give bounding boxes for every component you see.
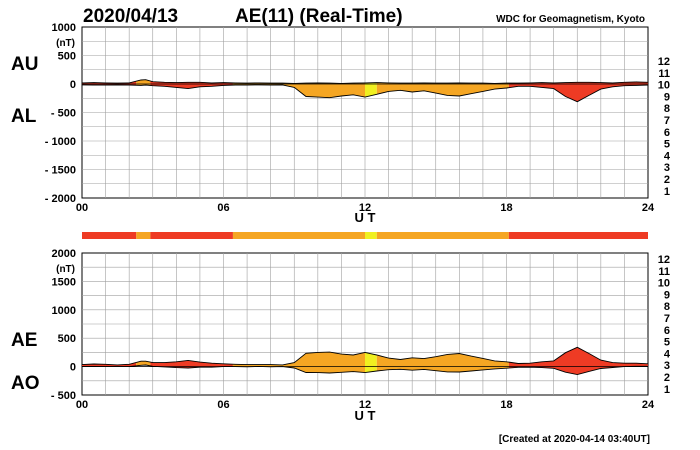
y-tick-label: 1000 <box>52 22 76 34</box>
index-area-segment <box>376 353 509 372</box>
ae-label: AE <box>11 330 37 351</box>
index-area-segment <box>232 352 365 373</box>
series-line-ao <box>82 364 648 376</box>
y-ticks-top: 1000 500 0 - 500 - 1000 - 1500 - 2000 <box>45 22 76 205</box>
index-area-segment <box>365 82 377 98</box>
legend-entry: 2 <box>664 372 670 384</box>
y-tick-label: - 2000 <box>45 193 76 205</box>
series-line-ae <box>81 346 649 366</box>
legend-entry: 5 <box>664 139 670 151</box>
x-ticks-top: 00 06 12 18 24 <box>76 202 655 214</box>
y-tick-label: 0 <box>70 79 76 91</box>
grid-top <box>81 26 649 199</box>
legend-entry: 4 <box>664 348 671 360</box>
index-area-segment <box>508 347 648 375</box>
legend-entry: 7 <box>664 115 670 127</box>
legend-entry: 8 <box>664 103 670 115</box>
al-label: AL <box>11 106 37 127</box>
station-bar-segment <box>82 232 137 239</box>
created-timestamp: [Created at 2020-04-14 03:40UT] <box>499 434 650 445</box>
x-tick-label: 06 <box>217 202 229 214</box>
x-axis-label-bottom: U T <box>355 408 376 423</box>
chart-title: AE(11) (Real-Time) <box>235 6 403 27</box>
source-label: WDC for Geomagnetism, Kyoto <box>496 14 645 25</box>
y-tick-label: - 1000 <box>45 136 76 148</box>
legend-entry: 4 <box>664 150 671 162</box>
unit-label-bottom: (nT) <box>56 264 75 275</box>
y-tick-label: 1500 <box>52 276 76 288</box>
legend-entry: 3 <box>664 162 670 174</box>
x-ticks-bottom: 00 06 12 18 24 <box>76 399 655 411</box>
legend-entry: 2 <box>664 174 670 186</box>
index-area-segment <box>136 361 151 366</box>
legend-entry: 9 <box>664 91 670 103</box>
x-tick-label: 00 <box>76 202 88 214</box>
y-tick-label: - 500 <box>51 108 76 120</box>
legend-entry: 12 <box>658 254 670 266</box>
y-tick-label: 1000 <box>52 305 76 317</box>
au-label: AU <box>11 54 38 75</box>
x-tick-label: 18 <box>500 202 512 214</box>
x-axis-label-top: U T <box>355 210 376 225</box>
y-tick-label: - 1500 <box>45 165 76 177</box>
grid-bottom <box>81 252 649 396</box>
date-title: 2020/04/13 <box>83 6 178 27</box>
x-tick-label: 12 <box>359 399 371 411</box>
legend-entry: 1 <box>664 384 670 396</box>
y-tick-label: 500 <box>58 51 76 63</box>
y-tick-label: 2000 <box>52 248 76 260</box>
series-line-au <box>81 79 649 84</box>
legend-entry: 11 <box>658 266 670 278</box>
legend-entry: 1 <box>664 186 670 198</box>
legend-entry: 11 <box>658 68 670 80</box>
legend-entry: 6 <box>664 325 670 337</box>
x-tick-label: 18 <box>500 399 512 411</box>
legend-entry: 10 <box>658 80 670 92</box>
legend-entry: 7 <box>664 313 670 325</box>
legend-entry: 3 <box>664 360 670 372</box>
legend-entry: 12 <box>658 56 670 68</box>
x-tick-label: 00 <box>76 399 88 411</box>
index-area-segment <box>232 82 365 98</box>
x-tick-label: 24 <box>642 202 655 214</box>
legend-entry: 5 <box>664 337 670 349</box>
station-bar-segment <box>232 232 365 239</box>
y-ticks-bottom: 2000 1500 1000 500 0 - 500 <box>51 248 76 402</box>
ao-label: AO <box>11 373 40 394</box>
y-tick-label: 0 <box>70 362 76 374</box>
legend-entry: 9 <box>664 289 670 301</box>
station-bar-segment <box>136 232 151 239</box>
y-tick-label: - 500 <box>51 390 76 402</box>
station-bar-segment <box>365 232 377 239</box>
x-tick-label: 24 <box>642 399 655 411</box>
legend-entry: 8 <box>664 301 670 313</box>
x-tick-label: 06 <box>217 399 229 411</box>
index-area-segment <box>365 352 377 373</box>
y-tick-label: 500 <box>58 333 76 345</box>
index-area-segment <box>508 82 648 102</box>
au-al-lines <box>81 79 649 103</box>
station-bar-segment <box>508 232 648 239</box>
legend-entry: 6 <box>664 127 670 139</box>
au-al-panel: AU AL (nT) 1000 500 0 - 500 - 1000 - 1500 - 20… <box>11 22 655 225</box>
legend-entry: 10 <box>658 278 670 290</box>
unit-label-top: (nT) <box>56 38 75 49</box>
station-count-bar <box>82 232 648 239</box>
station-bar-segment <box>376 232 509 239</box>
x-tick-label: 12 <box>359 202 371 214</box>
station-bar-segment <box>150 232 233 239</box>
ae-ao-lines <box>81 346 649 376</box>
series-line-al <box>81 84 649 103</box>
ae-ao-panel: AE AO (nT) 2000 1500 1000 500 0 - 500 00 06 12 1… <box>11 248 655 423</box>
